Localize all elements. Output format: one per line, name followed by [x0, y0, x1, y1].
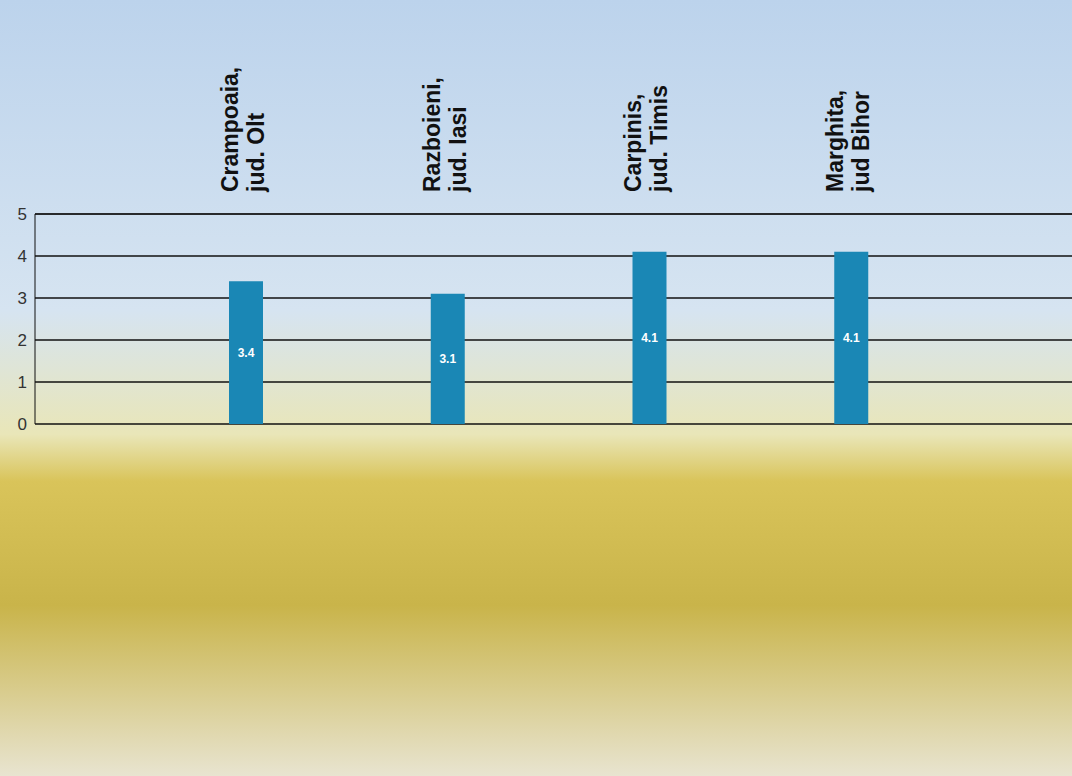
svg-text:4.1: 4.1 — [641, 331, 658, 345]
svg-text:jud Bihor: jud Bihor — [848, 91, 874, 193]
svg-text:3.1: 3.1 — [439, 352, 456, 366]
svg-text:2: 2 — [18, 331, 27, 350]
svg-text:5: 5 — [18, 205, 27, 224]
svg-text:1: 1 — [18, 373, 27, 392]
svg-text:4: 4 — [18, 247, 27, 266]
svg-text:jud. Olt: jud. Olt — [243, 112, 269, 193]
svg-text:Carpinis,: Carpinis, — [620, 94, 646, 192]
svg-text:Marghita,: Marghita, — [822, 90, 848, 192]
svg-text:Crampoaia,: Crampoaia, — [217, 67, 243, 192]
svg-text:3.4: 3.4 — [238, 346, 255, 360]
svg-text:4.1: 4.1 — [843, 331, 860, 345]
svg-text:Razboieni,: Razboieni, — [419, 77, 445, 192]
svg-text:3: 3 — [18, 289, 27, 308]
svg-text:jud. Timis: jud. Timis — [646, 85, 672, 193]
svg-text:jud. Iasi: jud. Iasi — [445, 106, 471, 193]
svg-text:0: 0 — [18, 415, 27, 434]
